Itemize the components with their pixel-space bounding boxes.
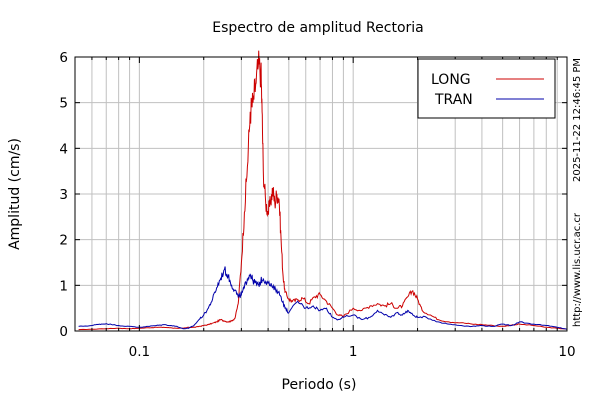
- chart-title: Espectro de amplitud Rectoria: [212, 20, 424, 36]
- y-tick-label: 1: [59, 278, 68, 294]
- grid: [74, 56, 568, 332]
- legend-label-long: LONG: [431, 72, 471, 88]
- y-tick-label: 3: [59, 187, 68, 203]
- x-tick-label: 0.1: [129, 344, 150, 360]
- y-tick-label: 5: [59, 96, 68, 112]
- series-line-long: [78, 50, 568, 331]
- timestamp-label: 2025-11-22 12:46:45 PM: [572, 58, 583, 182]
- source-url-label: http://www.lis.ucr.ac.cr: [572, 212, 583, 327]
- legend: LONG TRAN: [417, 58, 556, 119]
- series-layer: [78, 50, 568, 331]
- legend-box: [417, 58, 556, 119]
- y-tick-label: 4: [59, 141, 68, 157]
- x-tick-label: 10: [558, 344, 575, 360]
- x-axis-title: Periodo (s): [282, 377, 357, 393]
- y-tick-label: 6: [59, 50, 68, 66]
- legend-label-tran: TRAN: [434, 92, 473, 108]
- series-line-tran: [78, 266, 568, 330]
- y-tick-label: 0: [59, 324, 68, 340]
- axis-ticks: 0 1 2 3 4 5 6 0.1 1 10: [59, 50, 575, 360]
- x-tick-label: 1: [349, 344, 358, 360]
- y-tick-label: 2: [59, 233, 68, 249]
- y-axis-title: Amplitud (cm/s): [7, 138, 23, 250]
